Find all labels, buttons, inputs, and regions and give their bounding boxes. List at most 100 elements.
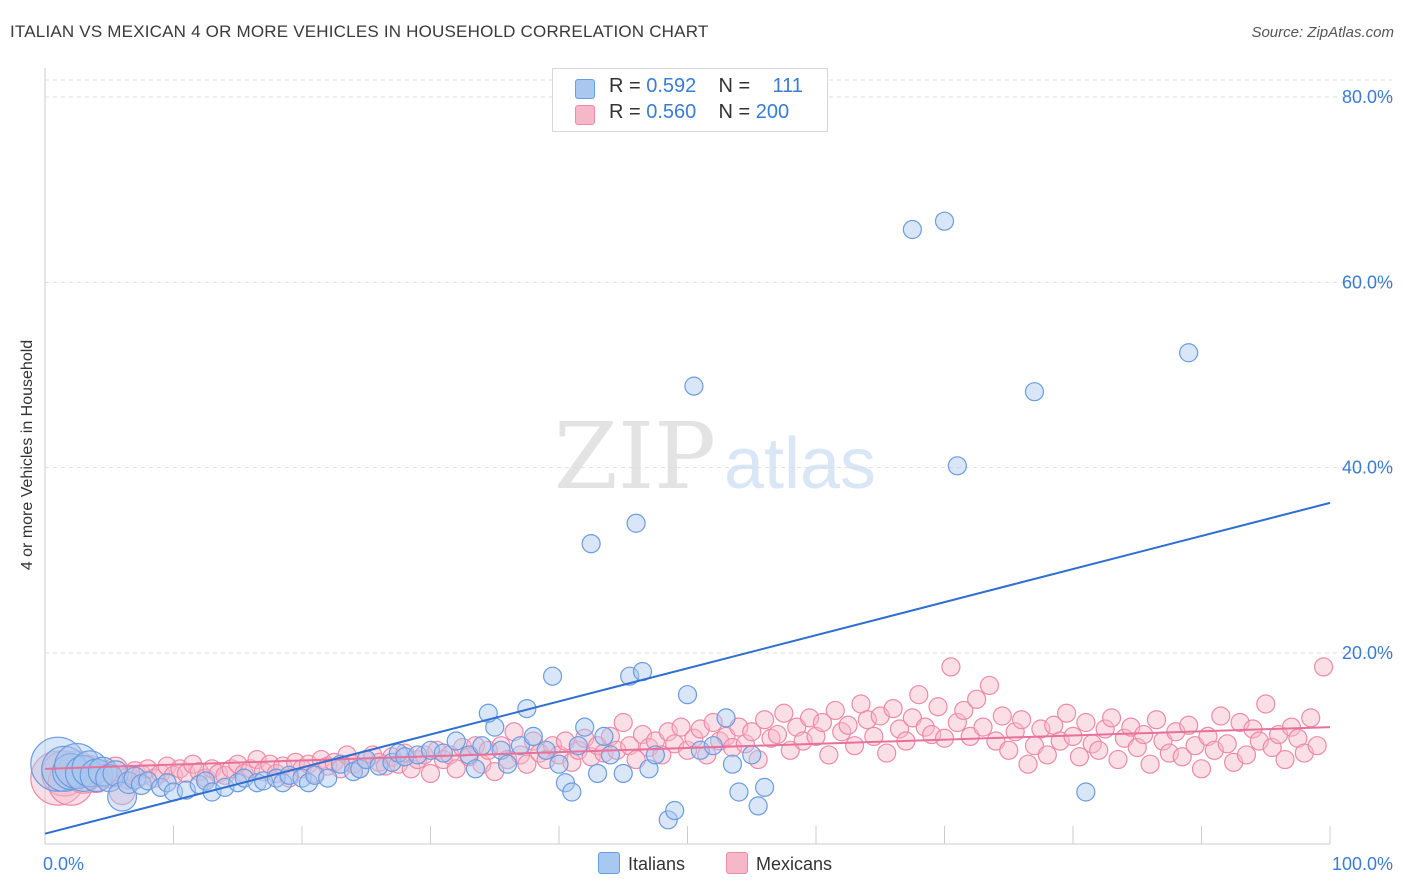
italians-point: [645, 745, 665, 765]
italians-point: [947, 456, 967, 476]
mexicans-point: [498, 749, 518, 770]
mexicans-point: [1101, 708, 1122, 728]
italians-point: [1024, 382, 1045, 402]
mexicans-point: [1018, 754, 1038, 774]
trend-lines: [44, 501, 1331, 835]
mexicans-point: [1134, 724, 1154, 745]
legend-item-mexicans: Mexicans: [726, 852, 832, 875]
italians-point: [555, 773, 576, 793]
mexicans-r-value: 0.560: [646, 101, 697, 123]
mexicans-point: [986, 731, 1006, 751]
italians-point: [350, 759, 370, 779]
y-tick-label: 80.0%: [1342, 87, 1393, 107]
italians-point: [562, 782, 582, 802]
mexicans-point: [742, 722, 762, 742]
mexicans-point: [960, 726, 980, 747]
italians-point: [902, 219, 922, 240]
mexicans-point: [780, 740, 800, 760]
mexicans-point: [523, 731, 543, 751]
mexicans-point: [799, 708, 820, 728]
mexicans-point: [1313, 657, 1334, 677]
mexicans-point: [555, 731, 576, 751]
mexicans-point: [1031, 719, 1051, 739]
mexicans-point: [1069, 747, 1090, 767]
italians-point: [690, 740, 710, 760]
italians-point: [626, 513, 646, 533]
mexicans-point: [1146, 710, 1167, 730]
italians-point: [523, 726, 543, 747]
italians-n-value: 111: [772, 75, 803, 97]
mexicans-point: [844, 736, 865, 756]
mexicans-point: [1236, 745, 1257, 765]
italians-point: [748, 796, 768, 816]
watermark: ZIP atlas: [554, 403, 876, 510]
tick-labels: 20.0% 40.0% 60.0% 80.0% 0.0% 100.0%: [43, 87, 1393, 874]
mexicans-point: [1301, 708, 1321, 728]
italians-trend-line: [44, 501, 1331, 835]
mexicans-point: [819, 745, 839, 765]
mexicans-point: [1159, 743, 1179, 763]
italians-point: [549, 754, 569, 774]
mexicans-point: [889, 719, 910, 739]
italians-point: [613, 763, 633, 784]
mexicans-n-label: N =: [718, 101, 756, 123]
mexicans-point: [877, 743, 897, 763]
mexicans-point: [1275, 749, 1295, 770]
mexicans-point: [928, 697, 948, 717]
stats-legend: R = 0.592 N = 111 R = 0.560 N = 200: [552, 68, 828, 132]
mexicans-point: [652, 745, 672, 765]
italians-point: [1179, 343, 1199, 363]
italians-point: [658, 810, 678, 830]
italians-point: [273, 773, 293, 793]
mexicans-point: [1011, 710, 1032, 730]
mexicans-swatch: [575, 105, 595, 125]
italians-point: [542, 666, 563, 686]
mexicans-point: [1211, 706, 1231, 726]
mexicans-point: [446, 759, 466, 779]
mexicans-point: [838, 715, 858, 735]
mexicans-point: [1172, 747, 1192, 767]
mexicans-point: [793, 731, 813, 751]
mexicans-point: [735, 734, 755, 754]
italians-point: [677, 685, 698, 705]
mexicans-legend-swatch: [726, 852, 748, 874]
mexicans-point: [1179, 715, 1199, 735]
axes: [44, 68, 1331, 845]
italians-point: [196, 771, 216, 791]
mexicans-point: [941, 657, 961, 677]
mexicans-point: [388, 754, 408, 774]
mexicans-point: [703, 712, 723, 733]
italians-point: [95, 763, 124, 793]
italians-point: [600, 745, 621, 765]
x-tick-label: 0.0%: [43, 854, 84, 874]
mexicans-point: [967, 689, 987, 709]
mexicans-point: [1307, 736, 1327, 756]
mexicans-point: [1056, 703, 1077, 723]
italians-legend-swatch: [598, 852, 620, 874]
italians-point: [684, 376, 704, 396]
italians-point: [498, 754, 518, 774]
italians-point: [446, 731, 466, 751]
mexicans-point: [883, 698, 903, 719]
mexicans-point: [1256, 694, 1276, 714]
legend-item-italians: Italians: [598, 852, 685, 875]
mexicans-point: [729, 717, 749, 737]
italians-point: [107, 781, 138, 812]
mexicans-point: [979, 675, 1000, 696]
mexicans-point: [247, 749, 267, 770]
italians-point: [536, 740, 556, 760]
italians-point: [703, 736, 723, 756]
mexicans-point: [1037, 745, 1057, 765]
mexicans-point: [581, 747, 601, 767]
italians-point: [157, 773, 177, 793]
mexicans-point: [902, 708, 922, 728]
mexicans-point: [517, 754, 537, 774]
italians-n-label: N =: [718, 75, 756, 97]
watermark-zip: ZIP: [554, 403, 716, 510]
mexicans-n-value: 200: [755, 101, 790, 123]
italians-r-label: R =: [609, 75, 647, 97]
italians-point: [729, 782, 749, 802]
mexicans-point: [973, 717, 993, 737]
mexicans-point: [1185, 736, 1205, 756]
